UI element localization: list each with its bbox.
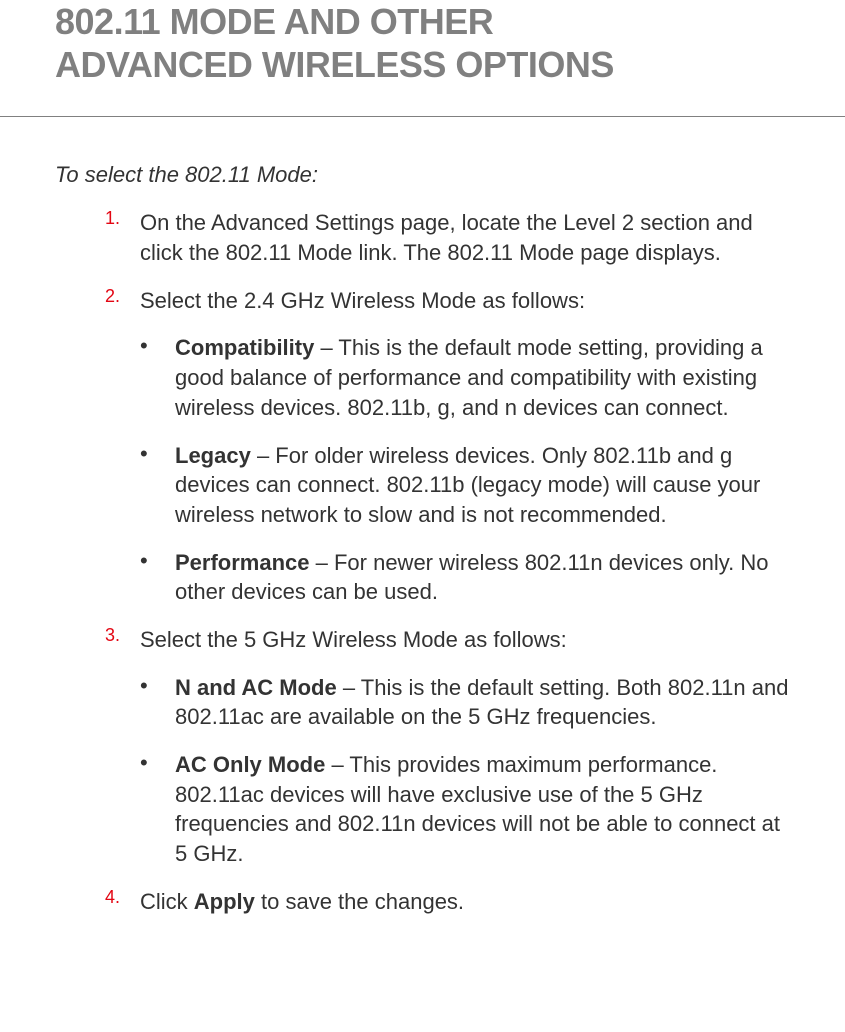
- step-4: 4. Click Apply to save the changes.: [55, 887, 790, 917]
- bullet-marker: •: [140, 441, 175, 530]
- bullet-bold: Compatibility: [175, 335, 314, 360]
- bullet-text: N and AC Mode – This is the default sett…: [175, 673, 790, 732]
- bullet-compatibility: • Compatibility – This is the default mo…: [55, 333, 790, 422]
- content: To select the 802.11 Mode: 1. On the Adv…: [0, 162, 845, 916]
- step-2: 2. Select the 2.4 GHz Wireless Mode as f…: [55, 286, 790, 316]
- bullet-legacy: • Legacy – For older wireless devices. O…: [55, 441, 790, 530]
- bullet-marker: •: [140, 333, 175, 422]
- bullet-ac-only-mode: • AC Only Mode – This provides maximum p…: [55, 750, 790, 869]
- step-number: 4.: [105, 887, 140, 917]
- bullet-text: AC Only Mode – This provides maximum per…: [175, 750, 790, 869]
- bullet-text: Legacy – For older wireless devices. Onl…: [175, 441, 790, 530]
- bullet-bold: N and AC Mode: [175, 675, 337, 700]
- step-text: Select the 2.4 GHz Wireless Mode as foll…: [140, 286, 790, 316]
- bullet-marker: •: [140, 750, 175, 869]
- step-number: 3.: [105, 625, 140, 655]
- bullet-performance: • Performance – For newer wireless 802.1…: [55, 548, 790, 607]
- step-bold: Apply: [194, 889, 255, 914]
- step-number: 2.: [105, 286, 140, 316]
- bullet-rest: – For older wireless devices. Only 802.1…: [175, 443, 760, 527]
- step-text-before: Click: [140, 889, 194, 914]
- bullet-bold: Legacy: [175, 443, 251, 468]
- step-number: 1.: [105, 208, 140, 267]
- title-line-2: ADVANCED WIRELESS OPTIONS: [55, 44, 614, 85]
- step-text: Click Apply to save the changes.: [140, 887, 790, 917]
- step-text: Select the 5 GHz Wireless Mode as follow…: [140, 625, 790, 655]
- bullet-marker: •: [140, 548, 175, 607]
- step-3: 3. Select the 5 GHz Wireless Mode as fol…: [55, 625, 790, 655]
- bullet-bold: Performance: [175, 550, 310, 575]
- bullet-text: Performance – For newer wireless 802.11n…: [175, 548, 790, 607]
- intro-text: To select the 802.11 Mode:: [55, 162, 790, 188]
- step-1: 1. On the Advanced Settings page, locate…: [55, 208, 790, 267]
- title-line-1: 802.11 MODE AND OTHER: [55, 1, 493, 42]
- bullet-bold: AC Only Mode: [175, 752, 325, 777]
- header: 802.11 MODE AND OTHER ADVANCED WIRELESS …: [0, 0, 845, 116]
- bullet-marker: •: [140, 673, 175, 732]
- step-text: On the Advanced Settings page, locate th…: [140, 208, 790, 267]
- step-text-after: to save the changes.: [255, 889, 464, 914]
- bullet-text: Compatibility – This is the default mode…: [175, 333, 790, 422]
- bullet-n-ac-mode: • N and AC Mode – This is the default se…: [55, 673, 790, 732]
- divider: [0, 116, 845, 117]
- page-title: 802.11 MODE AND OTHER ADVANCED WIRELESS …: [55, 0, 790, 86]
